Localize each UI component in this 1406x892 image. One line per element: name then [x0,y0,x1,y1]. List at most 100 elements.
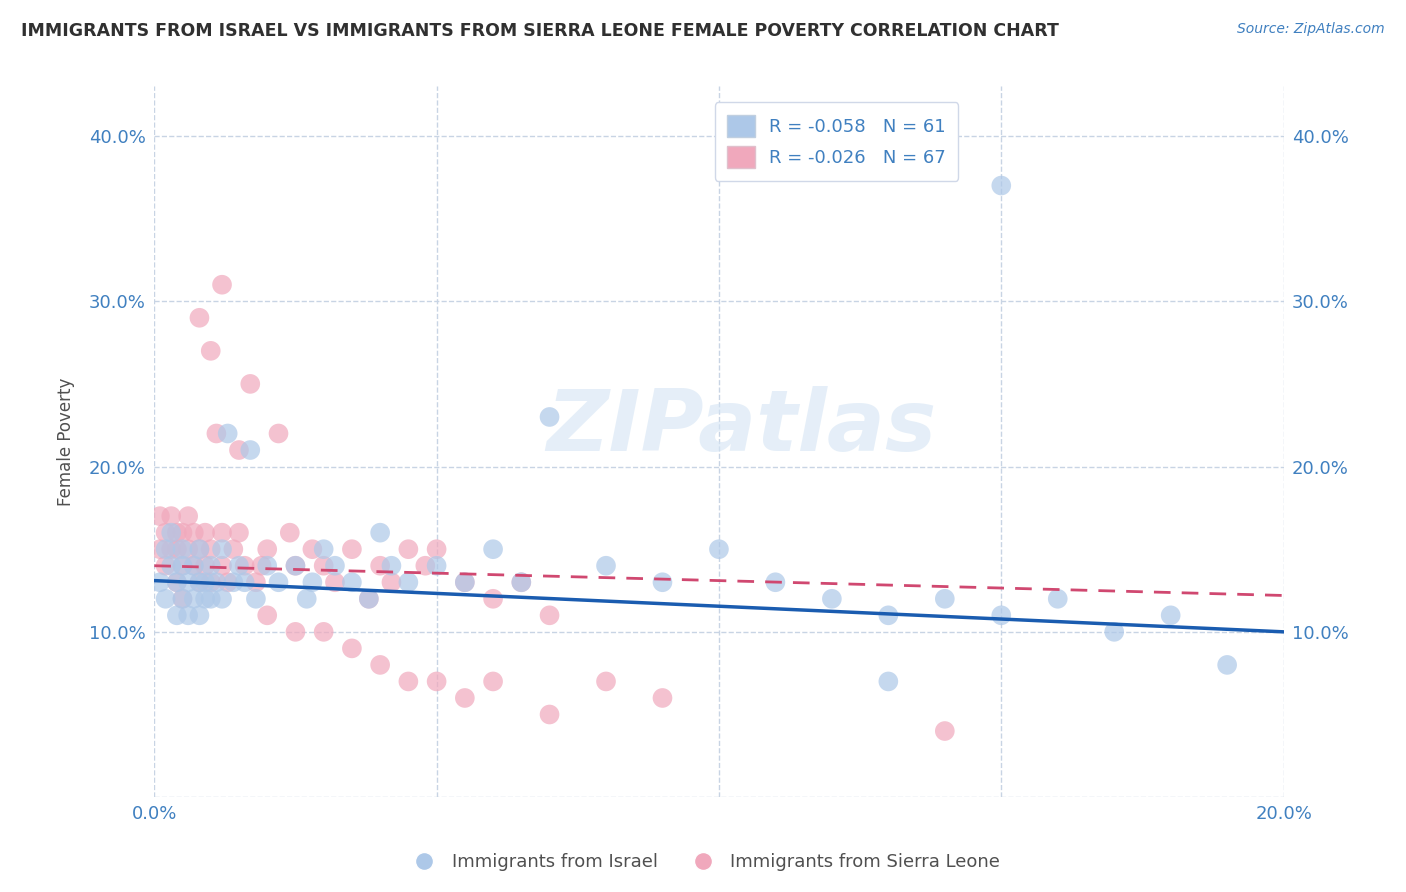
Text: IMMIGRANTS FROM ISRAEL VS IMMIGRANTS FROM SIERRA LEONE FEMALE POVERTY CORRELATIO: IMMIGRANTS FROM ISRAEL VS IMMIGRANTS FRO… [21,22,1059,40]
Point [256,542,278,557]
Point [510,575,533,590]
Point [160,509,183,524]
Point [323,575,346,590]
Point [228,443,250,458]
Point [172,591,194,606]
Point [538,409,561,424]
Point [245,575,267,590]
Point [194,591,217,606]
Point [200,542,222,557]
Point [239,443,262,458]
Point [211,277,233,292]
Point [183,525,205,540]
Point [482,591,505,606]
Point [312,558,335,573]
Point [256,558,278,573]
Point [934,591,956,606]
Point [595,558,617,573]
Point [415,558,437,573]
Point [340,542,363,557]
Point [250,558,273,573]
Point [177,542,200,557]
Point [194,575,217,590]
Point [380,575,402,590]
Point [149,509,172,524]
Point [239,376,262,391]
Point [188,608,211,623]
Point [155,591,177,606]
Point [426,558,449,573]
Point [217,575,239,590]
Point [177,509,200,524]
Point [205,575,228,590]
Point [1102,624,1125,639]
Point [368,558,391,573]
Point [396,575,419,590]
Point [765,575,787,590]
Point [166,542,188,557]
Y-axis label: Female Poverty: Female Poverty [58,377,75,506]
Point [396,674,419,689]
Point [1160,608,1182,623]
Point [340,641,363,656]
Point [200,558,222,573]
Point [651,575,673,590]
Point [301,575,323,590]
Point [256,608,278,623]
Point [172,525,194,540]
Point [166,525,188,540]
Point [380,558,402,573]
Point [172,542,194,557]
Point [426,542,449,557]
Point [877,608,900,623]
Point [295,591,318,606]
Point [284,558,307,573]
Text: ZIPatlas: ZIPatlas [547,386,936,469]
Point [233,575,256,590]
Point [323,558,346,573]
Point [267,426,290,441]
Point [934,724,956,739]
Point [188,310,211,325]
Point [538,608,561,623]
Point [482,674,505,689]
Point [177,608,200,623]
Point [188,542,211,557]
Point [278,525,301,540]
Point [368,657,391,672]
Point [211,542,233,557]
Point [1216,657,1239,672]
Point [172,558,194,573]
Point [454,575,477,590]
Point [312,624,335,639]
Point [340,575,363,590]
Point [155,542,177,557]
Point [396,542,419,557]
Point [200,575,222,590]
Point [211,525,233,540]
Point [183,558,205,573]
Point [200,591,222,606]
Point [990,178,1012,193]
Point [172,591,194,606]
Point [454,690,477,705]
Point [149,542,172,557]
Point [821,591,844,606]
Point [301,542,323,557]
Point [538,707,561,722]
Point [177,575,200,590]
Point [426,674,449,689]
Point [160,558,183,573]
Point [228,525,250,540]
Text: Source: ZipAtlas.com: Source: ZipAtlas.com [1237,22,1385,37]
Point [228,558,250,573]
Point [188,575,211,590]
Point [200,343,222,358]
Legend: Immigrants from Israel, Immigrants from Sierra Leone: Immigrants from Israel, Immigrants from … [399,847,1007,879]
Point [357,591,380,606]
Point [284,558,307,573]
Point [166,575,188,590]
Legend: R = -0.058   N = 61, R = -0.026   N = 67: R = -0.058 N = 61, R = -0.026 N = 67 [714,103,959,181]
Point [183,591,205,606]
Point [595,674,617,689]
